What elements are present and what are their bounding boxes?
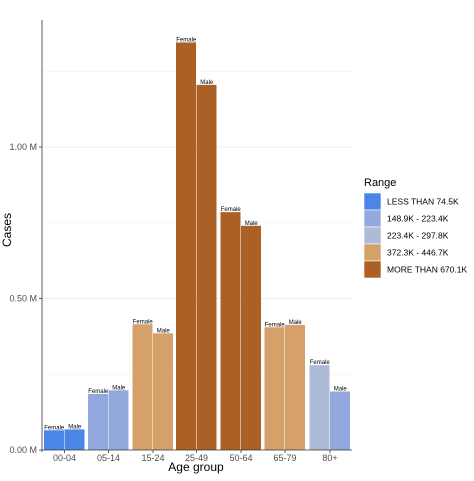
legend-key: [363, 192, 382, 211]
bar-50-64-male[interactable]: [241, 225, 261, 450]
bar-labels: Female MaleFemaleMaleFemaleMaleFemaleMale…: [44, 37, 347, 431]
bar-label-80+-male: Male: [334, 387, 348, 393]
bar-00-04-female[interactable]: [44, 430, 64, 450]
bar-label-65-79-male: Male: [289, 320, 303, 326]
legend-key: [363, 226, 382, 245]
legend-key: [363, 260, 382, 279]
bar-label-15-24-male: Male: [157, 328, 171, 334]
legend-key: [363, 243, 382, 262]
legend-label: 148.9K - 223.4K: [387, 214, 449, 224]
bar-80+-female[interactable]: [309, 365, 330, 450]
bars: [44, 42, 350, 451]
bar-15-24-male[interactable]: [153, 333, 173, 450]
bar-label-25-49-female: Female: [176, 37, 197, 43]
bar-80+-male[interactable]: [330, 391, 350, 450]
bar-label-00-04-male: Male: [68, 424, 82, 430]
y-axis-title: Cases: [0, 213, 14, 247]
bar-65-79-male[interactable]: [285, 324, 305, 450]
bar-label-50-64-male: Male: [245, 221, 259, 227]
bar-label-80+-female: Female: [310, 360, 331, 366]
y-tick-label: 0.00 M: [9, 445, 37, 455]
bar-label-25-49-male: Male: [200, 80, 214, 86]
x-tick-label: 00-04: [53, 453, 76, 463]
bar-05-14-male[interactable]: [108, 390, 129, 450]
legend-label: 372.3K - 446.7K: [387, 248, 449, 258]
bar-65-79-female[interactable]: [264, 327, 285, 450]
legend: Range LESS THAN 74.5K 148.9K - 223.4K 223.…: [363, 177, 467, 279]
bar-25-49-female[interactable]: [176, 42, 196, 451]
bar-00-04-male[interactable]: [64, 429, 85, 450]
bar-label-05-14-female: Female: [88, 389, 109, 395]
y-tick-label: 1.00 M: [9, 142, 37, 152]
bar-label-15-24-female: Female: [133, 319, 154, 325]
legend-label: LESS THAN 74.5K: [387, 197, 459, 207]
y-axis: 0.00 M 0.50 M 1.00 M: [9, 20, 43, 455]
x-axis-title: Age group: [168, 460, 224, 474]
x-tick-label: 05-14: [97, 453, 120, 463]
legend-label: 223.4K - 297.8K: [387, 231, 449, 241]
legend-key: [363, 209, 382, 228]
x-tick-label: 25-49: [185, 453, 208, 463]
legend-label: MORE THAN 670.1K: [387, 265, 467, 275]
bar-label-65-79-female: Female: [265, 322, 286, 328]
bar-50-64-female[interactable]: [220, 212, 241, 450]
bar-05-14-female[interactable]: [88, 393, 108, 450]
bar-25-49-male[interactable]: [196, 84, 217, 450]
bar-15-24-female[interactable]: [132, 324, 153, 450]
x-axis: 00-04 05-14 15-24 25-49 50-64 65-79 80+: [42, 449, 352, 463]
bar-label-50-64-female: Female: [221, 207, 242, 213]
legend-title: Range: [364, 177, 396, 189]
x-tick-label: 50-64: [229, 453, 252, 463]
bar-label-00-04-female: Female: [44, 425, 65, 431]
x-tick-label: 80+: [322, 453, 337, 463]
bar-label-05-14-male: Male: [112, 385, 126, 391]
x-tick-label: 65-79: [273, 453, 296, 463]
x-tick-label: 15-24: [141, 453, 164, 463]
y-tick-label: 0.50 M: [9, 294, 37, 304]
